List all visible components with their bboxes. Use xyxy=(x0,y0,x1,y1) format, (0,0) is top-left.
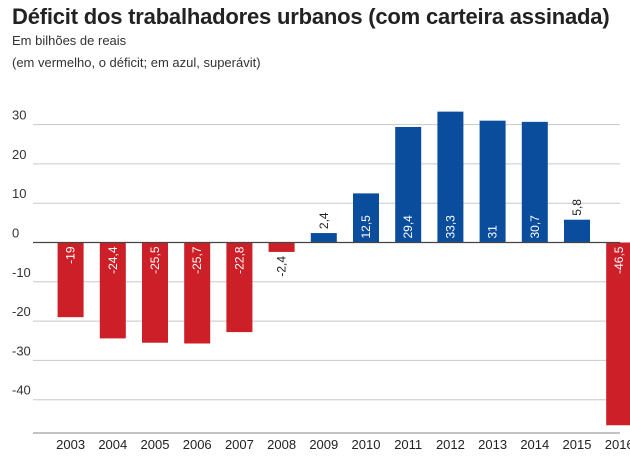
data-label: 29,4 xyxy=(401,215,415,239)
bar xyxy=(99,242,126,339)
bar xyxy=(437,111,464,243)
bar xyxy=(57,242,84,318)
y-tick-label: -40 xyxy=(12,383,31,398)
chart-title: Déficit dos trabalhadores urbanos (com c… xyxy=(12,4,610,29)
data-label: -22,8 xyxy=(232,246,246,274)
x-tick-label: 2004 xyxy=(98,437,127,452)
data-label: -24,4 xyxy=(106,246,120,274)
bar xyxy=(564,219,590,243)
y-tick-label: -10 xyxy=(12,265,31,280)
x-tick-label: 2007 xyxy=(225,437,254,452)
bar xyxy=(353,193,379,243)
x-tick-label: 2008 xyxy=(267,437,296,452)
y-tick-label: 30 xyxy=(12,108,26,123)
chart-subtitle-note: (em vermelho, o déficit; em azul, superá… xyxy=(12,55,261,70)
data-label: 33,3 xyxy=(443,215,457,239)
x-tick-label: 2013 xyxy=(478,437,507,452)
y-tick-label: 0 xyxy=(12,226,19,241)
data-label: 2,4 xyxy=(317,212,331,229)
x-tick-label: 2011 xyxy=(394,437,422,452)
bar xyxy=(142,242,168,343)
bar xyxy=(479,120,506,243)
bar xyxy=(268,242,295,252)
x-tick-label: 2010 xyxy=(352,437,381,452)
x-tick-label: 2006 xyxy=(183,437,212,452)
bar xyxy=(606,242,630,426)
bar xyxy=(521,121,548,243)
data-label: -46,5 xyxy=(612,246,626,274)
data-label: 30,7 xyxy=(528,215,542,239)
chart-subtitle: Em bilhões de reais xyxy=(12,33,127,48)
data-label: -19 xyxy=(64,246,78,264)
x-tick-label: 2005 xyxy=(141,437,170,452)
y-tick-label: -20 xyxy=(12,304,31,319)
x-tick-label: 2015 xyxy=(563,437,592,452)
x-tick-label: 2014 xyxy=(520,437,549,452)
data-label: -25,5 xyxy=(148,246,162,274)
x-tick-label: 2009 xyxy=(309,437,338,452)
x-tick-label: 2016 xyxy=(605,437,630,452)
bar xyxy=(395,126,422,243)
bar xyxy=(184,242,211,344)
y-tick-label: 10 xyxy=(12,186,26,201)
data-label: -25,7 xyxy=(190,246,204,274)
data-label: 31 xyxy=(486,225,500,239)
bar xyxy=(226,242,253,333)
data-label: 12,5 xyxy=(359,215,373,239)
x-tick-label: 2012 xyxy=(436,437,465,452)
x-tick-label: 2003 xyxy=(56,437,85,452)
bar xyxy=(310,233,337,243)
y-tick-label: -30 xyxy=(12,343,31,358)
y-tick-label: 20 xyxy=(12,147,26,162)
data-label: 5,8 xyxy=(570,199,584,216)
data-label: -2,4 xyxy=(275,256,289,277)
